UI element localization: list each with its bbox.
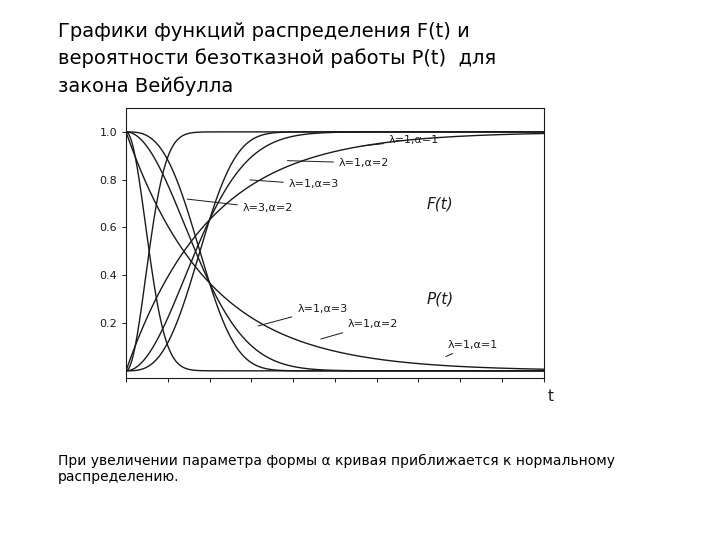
- Text: λ=3,α=2: λ=3,α=2: [187, 199, 293, 213]
- Text: Графики функций распределения F(t) и
вероятности безотказной работы P(t)  для
за: Графики функций распределения F(t) и вер…: [58, 22, 496, 96]
- Text: λ=1,α=1: λ=1,α=1: [363, 135, 439, 146]
- Text: При увеличении параметра формы α кривая приближается к нормальному
распределению: При увеличении параметра формы α кривая …: [58, 454, 615, 484]
- Text: λ=1,α=3: λ=1,α=3: [250, 179, 339, 190]
- Text: P(t): P(t): [427, 292, 454, 307]
- Text: λ=1,α=2: λ=1,α=2: [287, 158, 390, 168]
- Text: F(t): F(t): [427, 196, 454, 211]
- Text: λ=1,α=2: λ=1,α=2: [321, 319, 397, 339]
- Text: λ=1,α=1: λ=1,α=1: [446, 340, 498, 356]
- Text: t: t: [548, 389, 554, 404]
- Text: λ=1,α=3: λ=1,α=3: [258, 303, 348, 326]
